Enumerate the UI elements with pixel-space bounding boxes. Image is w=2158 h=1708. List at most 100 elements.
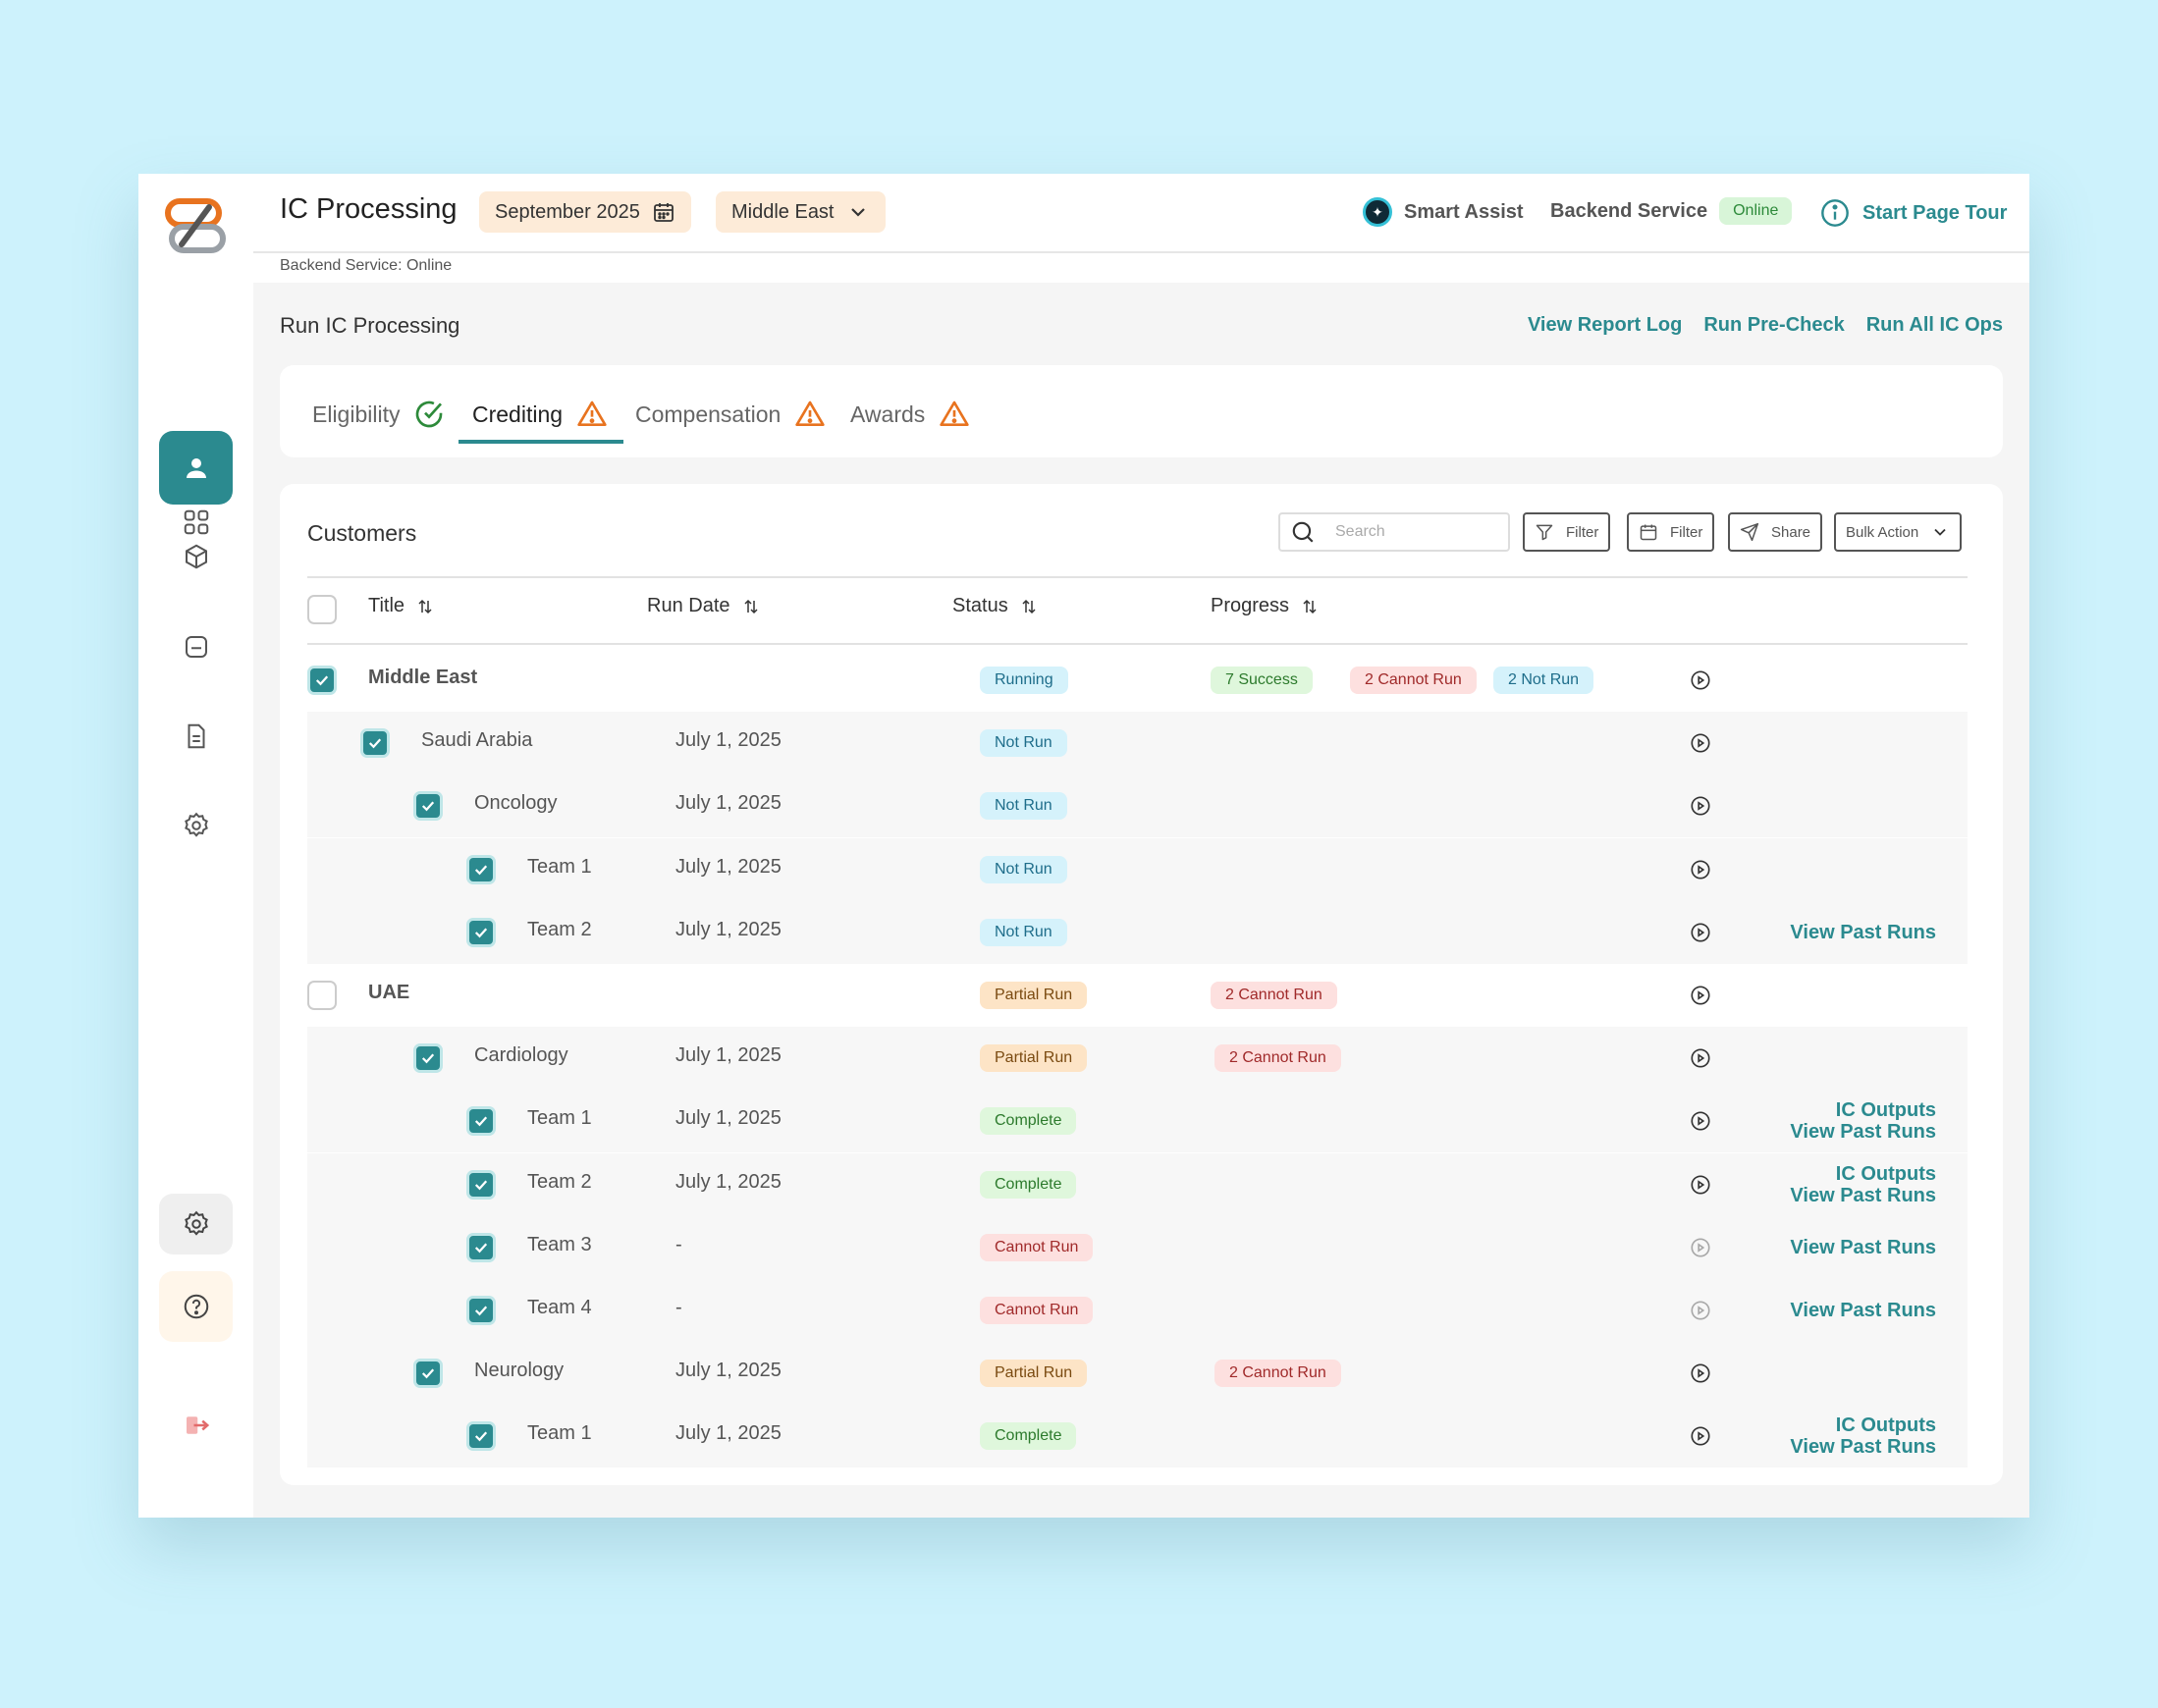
calendar-icon [653, 203, 674, 222]
play-icon[interactable] [1690, 732, 1711, 754]
status-badge: Partial Run [980, 982, 1088, 1009]
sort-icon [1022, 599, 1036, 614]
view-past-runs-link[interactable]: View Past Runs [1790, 1300, 1936, 1321]
row-checkbox[interactable] [466, 1106, 496, 1137]
tab-eligibility[interactable]: Eligibility [312, 399, 445, 430]
filter-button[interactable]: Filter [1523, 512, 1611, 552]
nav-dashboard[interactable] [159, 485, 233, 559]
search-input[interactable]: Search [1278, 512, 1510, 552]
play-icon[interactable] [1690, 669, 1711, 691]
progress-badge: 7 Success [1211, 667, 1313, 694]
table-title: Customers [307, 520, 417, 546]
divider [307, 576, 1968, 578]
play-icon[interactable] [1690, 1300, 1711, 1321]
date-filter-button[interactable]: Filter [1627, 512, 1715, 552]
status-badge: Not Run [980, 792, 1067, 821]
row-checkbox[interactable] [413, 791, 443, 822]
check-icon [474, 1180, 488, 1190]
table-row: Saudi Arabia July 1, 2025 Not Run [307, 712, 1968, 775]
filter-label: Filter [1670, 523, 1703, 541]
gear-icon [184, 812, 208, 837]
main-area: IC Processing September 2025 Middle East… [253, 174, 2029, 1518]
play-icon[interactable] [1690, 859, 1711, 881]
row-checkbox[interactable] [466, 1169, 496, 1200]
backend-status-text: Backend Service: Online [280, 257, 453, 274]
tab-crediting[interactable]: Crediting [472, 399, 608, 430]
share-button[interactable]: Share [1728, 512, 1823, 552]
play-icon[interactable] [1690, 795, 1711, 817]
check-icon [474, 1243, 488, 1254]
start-tour-button[interactable]: Start Page Tour [1819, 197, 2007, 229]
play-icon[interactable] [1690, 1362, 1711, 1384]
column-run-date[interactable]: Run Date [647, 595, 760, 617]
app-window: IC Processing September 2025 Middle East… [138, 174, 2029, 1518]
status-badge: Cannot Run [980, 1297, 1094, 1324]
play-icon[interactable] [1690, 985, 1711, 1006]
ic-outputs-link[interactable]: IC Outputs [1835, 1099, 1936, 1122]
row-checkbox[interactable] [360, 728, 390, 759]
row-title: Team 1 [527, 1107, 592, 1130]
view-report-log-link[interactable]: View Report Log [1527, 314, 1683, 336]
bulk-action-select[interactable]: Bulk Action [1834, 512, 1963, 552]
play-icon[interactable] [1690, 1237, 1711, 1258]
table-row: Team 4 - Cannot Run View Past Runs [307, 1279, 1968, 1342]
column-title[interactable]: Title [368, 595, 434, 617]
search-placeholder: Search [1335, 523, 1385, 540]
run-pre-check-link[interactable]: Run Pre-Check [1703, 314, 1845, 336]
row-checkbox[interactable] [466, 1296, 496, 1325]
row-checkbox[interactable] [307, 666, 337, 695]
nav-preferences[interactable] [159, 1194, 233, 1254]
column-label: Status [952, 595, 1008, 616]
row-checkbox[interactable] [466, 1232, 496, 1262]
row-actions: IC Outputs View Past Runs [1790, 1414, 1936, 1458]
nav-folder[interactable] [159, 610, 233, 683]
smart-assist-label: Smart Assist [1404, 200, 1524, 223]
row-checkbox[interactable] [413, 1043, 443, 1074]
row-run-date: July 1, 2025 [675, 855, 782, 878]
row-actions: IC Outputs View Past Runs [1790, 1163, 1936, 1206]
nav-help[interactable] [159, 1271, 233, 1342]
nav-logout[interactable] [159, 1401, 233, 1450]
ic-outputs-link[interactable]: IC Outputs [1835, 1162, 1936, 1185]
status-badge: Online [1719, 197, 1793, 225]
row-checkbox[interactable] [413, 1359, 443, 1389]
backend-service: Backend Service Online [1550, 197, 1793, 225]
view-past-runs-link[interactable]: View Past Runs [1790, 921, 1936, 943]
view-past-runs-link[interactable]: View Past Runs [1790, 1121, 1936, 1144]
play-icon[interactable] [1690, 1110, 1711, 1132]
row-title: Middle East [368, 667, 478, 688]
column-status[interactable]: Status [952, 595, 1038, 617]
view-past-runs-link[interactable]: View Past Runs [1790, 1436, 1936, 1459]
nav-settings[interactable] [159, 788, 233, 862]
row-checkbox[interactable] [466, 1421, 496, 1452]
status-badge: Complete [980, 1107, 1077, 1136]
tab-awards[interactable]: Awards [850, 399, 970, 430]
select-all-checkbox[interactable] [307, 595, 337, 624]
play-icon[interactable] [1690, 1425, 1711, 1447]
run-all-ops-link[interactable]: Run All IC Ops [1865, 314, 2003, 336]
smart-assist-button[interactable]: ✦ Smart Assist [1363, 197, 1524, 227]
ic-outputs-link[interactable]: IC Outputs [1835, 1414, 1936, 1437]
check-icon [368, 738, 382, 749]
table-row: Team 1 July 1, 2025 Not Run [307, 837, 1968, 901]
play-icon[interactable] [1690, 922, 1711, 943]
column-progress[interactable]: Progress [1211, 595, 1319, 617]
play-icon[interactable] [1690, 1047, 1711, 1069]
user-icon [186, 457, 206, 478]
row-run-date: July 1, 2025 [675, 1360, 782, 1382]
status-badge: Complete [980, 1422, 1077, 1451]
play-icon[interactable] [1690, 1174, 1711, 1196]
tour-label: Start Page Tour [1862, 201, 2008, 224]
month-picker[interactable]: September 2025 [479, 191, 691, 233]
row-checkbox[interactable] [466, 917, 496, 947]
tab-compensation[interactable]: Compensation [635, 399, 826, 430]
region-select[interactable]: Middle East [716, 191, 886, 233]
row-checkbox[interactable] [307, 981, 337, 1010]
nav-users[interactable] [159, 431, 233, 505]
nav-products[interactable] [159, 519, 233, 593]
row-run-date: July 1, 2025 [675, 1107, 782, 1130]
nav-documents[interactable] [159, 699, 233, 773]
view-past-runs-link[interactable]: View Past Runs [1790, 1184, 1936, 1206]
view-past-runs-link[interactable]: View Past Runs [1790, 1236, 1936, 1258]
row-checkbox[interactable] [466, 854, 496, 884]
